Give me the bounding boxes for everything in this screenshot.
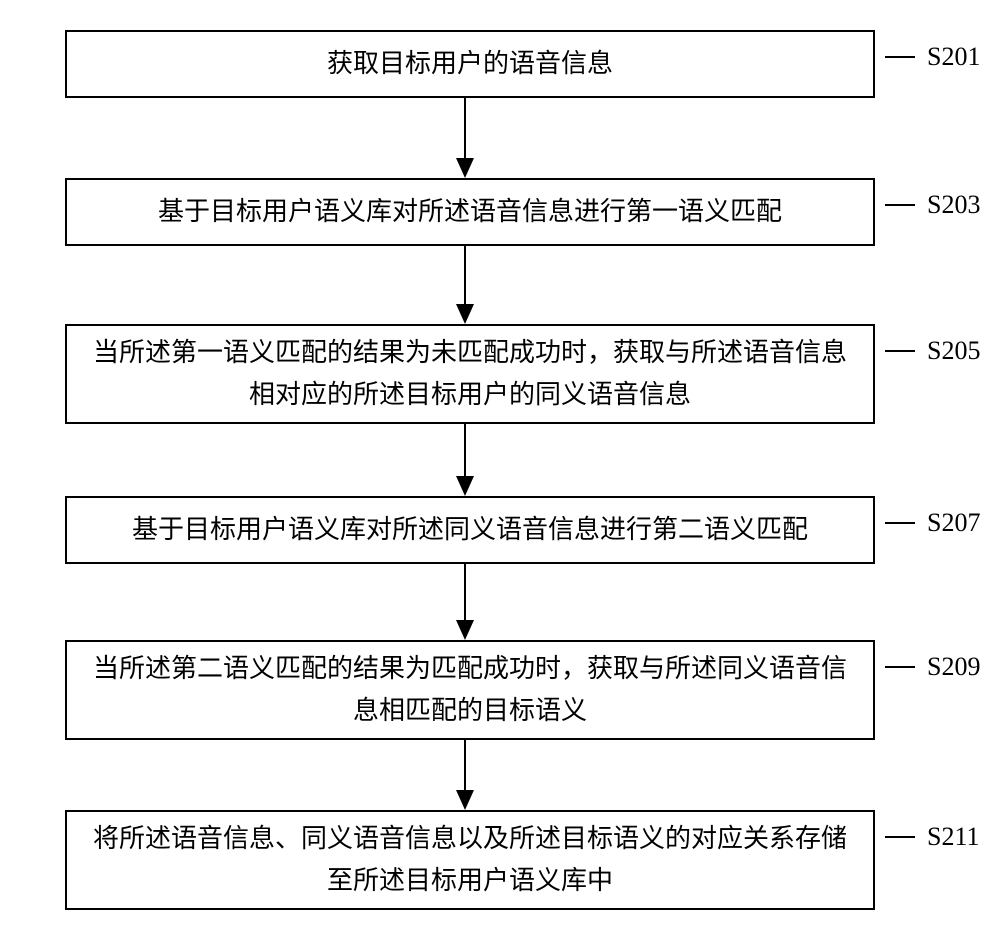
label-group: S205 <box>885 336 980 366</box>
arrow-container <box>20 740 980 810</box>
down-arrow-icon <box>455 246 475 324</box>
down-arrow-icon <box>455 424 475 496</box>
step-text: 基于目标用户语义库对所述语音信息进行第一语义匹配 <box>158 191 782 233</box>
step-row: 当所述第一语义匹配的结果为未匹配成功时，获取与所述语音信息相对应的所述目标用户的… <box>65 324 990 424</box>
label-group: S201 <box>885 42 980 72</box>
tick-line <box>885 666 915 668</box>
arrow-container <box>20 246 980 324</box>
step-label: S209 <box>927 652 980 682</box>
tick-line <box>885 56 915 58</box>
down-arrow-icon <box>455 740 475 810</box>
down-arrow-icon <box>455 98 475 178</box>
label-group: S211 <box>885 822 980 852</box>
step-text: 将所述语音信息、同义语音信息以及所述目标语义的对应关系存储至所述目标用户语义库中 <box>87 818 853 901</box>
label-group: S203 <box>885 190 980 220</box>
step-text: 基于目标用户语义库对所述同义语音信息进行第二语义匹配 <box>132 509 808 551</box>
arrow-container <box>20 98 980 178</box>
arrow-container <box>20 564 980 640</box>
arrow-head-icon <box>456 304 474 324</box>
arrow-head-icon <box>456 476 474 496</box>
step-box: 当所述第二语义匹配的结果为匹配成功时，获取与所述同义语音信息相匹配的目标语义 <box>65 640 875 740</box>
step-text: 当所述第一语义匹配的结果为未匹配成功时，获取与所述语音信息相对应的所述目标用户的… <box>87 332 853 415</box>
step-row: 获取目标用户的语音信息 S201 <box>65 30 990 98</box>
arrow-line <box>464 246 466 306</box>
tick-line <box>885 350 915 352</box>
step-row: 基于目标用户语义库对所述语音信息进行第一语义匹配 S203 <box>65 178 990 246</box>
step-label: S203 <box>927 190 980 220</box>
step-box: 获取目标用户的语音信息 <box>65 30 875 98</box>
step-text: 当所述第二语义匹配的结果为匹配成功时，获取与所述同义语音信息相匹配的目标语义 <box>87 648 853 731</box>
step-row: 基于目标用户语义库对所述同义语音信息进行第二语义匹配 S207 <box>65 496 990 564</box>
down-arrow-icon <box>455 564 475 640</box>
step-box: 将所述语音信息、同义语音信息以及所述目标语义的对应关系存储至所述目标用户语义库中 <box>65 810 875 910</box>
tick-line <box>885 522 915 524</box>
step-label: S201 <box>927 42 980 72</box>
step-label: S211 <box>927 822 980 852</box>
step-box: 基于目标用户语义库对所述同义语音信息进行第二语义匹配 <box>65 496 875 564</box>
arrow-head-icon <box>456 620 474 640</box>
step-row: 当所述第二语义匹配的结果为匹配成功时，获取与所述同义语音信息相匹配的目标语义 S2… <box>65 640 990 740</box>
arrow-line <box>464 564 466 622</box>
tick-line <box>885 836 915 838</box>
arrow-head-icon <box>456 158 474 178</box>
arrow-head-icon <box>456 790 474 810</box>
step-box: 基于目标用户语义库对所述语音信息进行第一语义匹配 <box>65 178 875 246</box>
step-box: 当所述第一语义匹配的结果为未匹配成功时，获取与所述语音信息相对应的所述目标用户的… <box>65 324 875 424</box>
step-text: 获取目标用户的语音信息 <box>327 43 613 85</box>
arrow-line <box>464 740 466 792</box>
step-label: S207 <box>927 508 980 538</box>
tick-line <box>885 204 915 206</box>
flowchart-container: 获取目标用户的语音信息 S201 基于目标用户语义库对所述语音信息进行第一语义匹配 S… <box>20 30 980 910</box>
arrow-container <box>20 424 980 496</box>
arrow-line <box>464 98 466 160</box>
arrow-line <box>464 424 466 478</box>
label-group: S209 <box>885 652 980 682</box>
step-label: S205 <box>927 336 980 366</box>
label-group: S207 <box>885 508 980 538</box>
step-row: 将所述语音信息、同义语音信息以及所述目标语义的对应关系存储至所述目标用户语义库中… <box>65 810 990 910</box>
